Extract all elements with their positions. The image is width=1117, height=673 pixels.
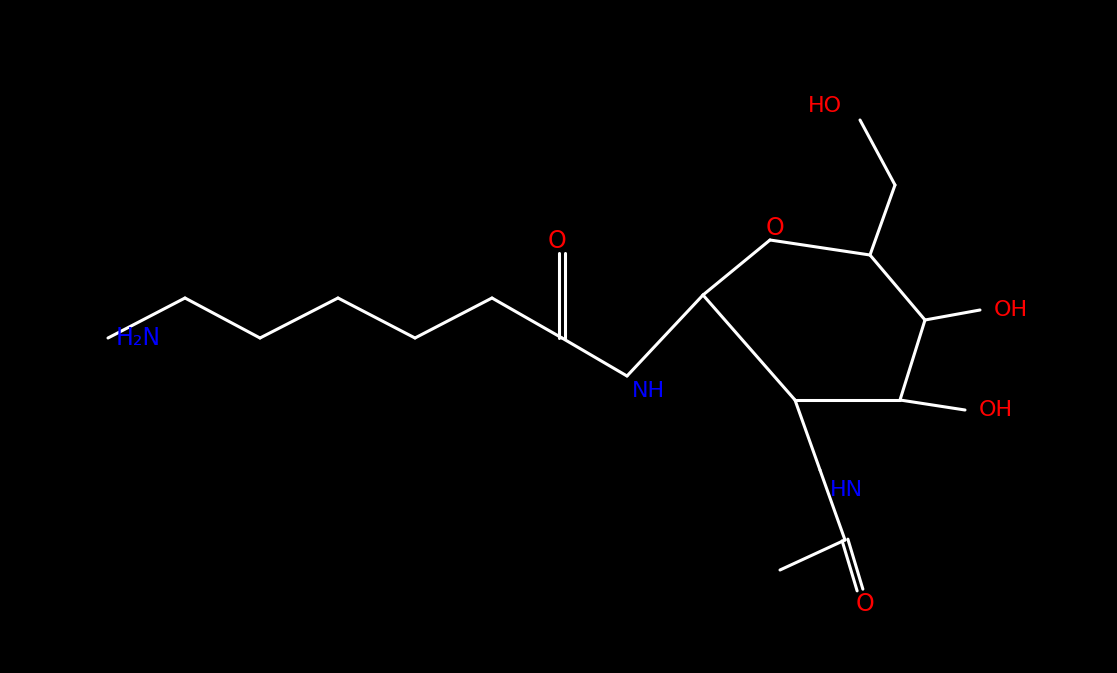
- Text: O: O: [765, 216, 784, 240]
- Text: NH: NH: [632, 381, 665, 401]
- Text: OH: OH: [994, 300, 1028, 320]
- Text: OH: OH: [978, 400, 1013, 420]
- Text: HO: HO: [808, 96, 842, 116]
- Text: H₂N: H₂N: [116, 326, 161, 350]
- Text: HN: HN: [830, 480, 863, 500]
- Text: O: O: [547, 229, 566, 253]
- Text: O: O: [856, 592, 875, 616]
